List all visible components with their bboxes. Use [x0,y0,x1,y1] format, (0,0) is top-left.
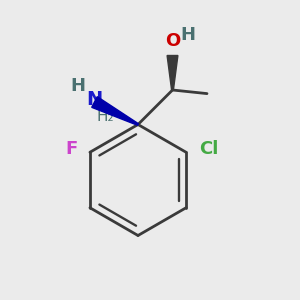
Polygon shape [167,56,178,90]
Text: H: H [70,76,86,94]
Text: O: O [165,32,180,50]
Text: H: H [180,26,195,44]
Polygon shape [92,97,138,125]
Text: F: F [66,140,78,158]
Text: H₂: H₂ [97,109,115,124]
Text: N: N [86,89,103,109]
Text: Cl: Cl [199,140,218,158]
